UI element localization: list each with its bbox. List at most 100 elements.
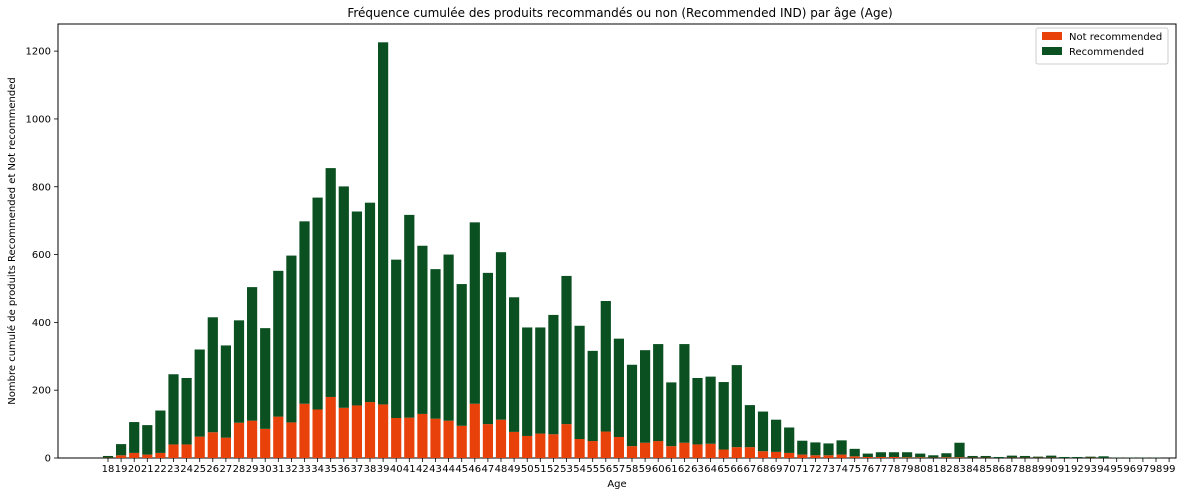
bar-not-recommended-77 xyxy=(875,456,886,458)
x-tick-label: 96 xyxy=(1123,464,1136,475)
x-tick-label: 68 xyxy=(757,464,770,475)
x-tick-label: 35 xyxy=(324,464,337,475)
bar-recommended-38 xyxy=(364,202,376,403)
x-tick-label: 67 xyxy=(744,464,757,475)
bar-recommended-69 xyxy=(771,419,782,452)
bar-not-recommended-78 xyxy=(888,456,900,458)
bar-not-recommended-60 xyxy=(653,441,664,458)
bar-recommended-22 xyxy=(155,410,166,453)
legend-swatch-recommended xyxy=(1042,47,1062,55)
x-tick-label: 29 xyxy=(246,464,259,475)
bar-recommended-57 xyxy=(613,338,624,437)
x-tick-label: 97 xyxy=(1137,464,1150,475)
x-axis: 18 19 20 21 22 23 24 25 26 27 28 29 30 31 32 33 34 35 36 37… xyxy=(102,458,1176,475)
x-tick-label: 54 xyxy=(573,464,586,475)
bar-recommended-34 xyxy=(312,197,323,410)
bar-not-recommended-59 xyxy=(640,442,651,458)
bar-recommended-77 xyxy=(875,452,886,457)
x-tick-label: 76 xyxy=(861,464,874,475)
bar-recommended-67 xyxy=(744,405,755,448)
bar-recommended-82 xyxy=(941,453,952,458)
bar-not-recommended-27 xyxy=(220,437,231,458)
bar-recommended-78 xyxy=(888,452,900,457)
x-tick-label: 95 xyxy=(1110,464,1123,475)
x-tick-label: 32 xyxy=(285,464,298,475)
x-tick-label: 86 xyxy=(992,464,1005,475)
bar-not-recommended-44 xyxy=(443,420,454,458)
bar-not-recommended-39 xyxy=(378,404,389,458)
bar-recommended-25 xyxy=(194,349,205,437)
x-tick-label: 77 xyxy=(875,464,888,475)
bar-not-recommended-40 xyxy=(391,417,402,458)
bar-recommended-24 xyxy=(181,377,192,445)
bar-not-recommended-47 xyxy=(482,424,493,458)
bar-recommended-29 xyxy=(247,287,258,421)
x-tick-label: 85 xyxy=(979,464,992,475)
x-tick-label: 79 xyxy=(901,464,914,475)
bar-recommended-54 xyxy=(574,325,585,440)
y-axis: 0 200 400 600 800 1000 1200 xyxy=(26,47,58,465)
bar-recommended-53 xyxy=(561,275,572,425)
bar-not-recommended-82 xyxy=(941,457,952,458)
x-tick-label: 26 xyxy=(206,464,219,475)
bar-recommended-47 xyxy=(482,272,493,425)
bar-recommended-43 xyxy=(430,269,441,419)
x-tick-label: 81 xyxy=(927,464,940,475)
x-tick-label: 57 xyxy=(613,464,626,475)
bar-recommended-42 xyxy=(417,245,428,414)
x-tick-label: 18 xyxy=(102,464,115,475)
bar-not-recommended-70 xyxy=(784,452,795,458)
x-tick-label: 98 xyxy=(1150,464,1163,475)
bar-recommended-74 xyxy=(836,440,847,455)
x-tick-label: 99 xyxy=(1163,464,1176,475)
x-tick-label: 38 xyxy=(364,464,377,475)
x-tick-label: 50 xyxy=(521,464,534,475)
bar-not-recommended-26 xyxy=(207,432,218,458)
x-tick-label: 91 xyxy=(1058,464,1071,475)
x-tick-label: 21 xyxy=(141,464,154,475)
x-tick-label: 47 xyxy=(482,464,495,475)
x-tick-label: 63 xyxy=(691,464,704,475)
x-tick-label: 43 xyxy=(429,464,442,475)
legend-swatch-not-recommended xyxy=(1042,32,1062,40)
x-tick-label: 48 xyxy=(495,464,508,475)
bar-not-recommended-54 xyxy=(574,439,585,458)
bar-recommended-70 xyxy=(784,427,795,453)
x-tick-label: 51 xyxy=(534,464,547,475)
bar-recommended-28 xyxy=(233,320,245,423)
bar-not-recommended-53 xyxy=(561,424,572,458)
bar-recommended-40 xyxy=(391,259,402,418)
x-tick-label: 84 xyxy=(966,464,979,475)
bar-recommended-88 xyxy=(1019,455,1031,458)
bar-recommended-48 xyxy=(495,252,507,420)
bar-recommended-52 xyxy=(548,314,559,435)
x-tick-label: 45 xyxy=(455,464,468,475)
bar-recommended-81 xyxy=(928,455,939,458)
bar-recommended-59 xyxy=(640,350,651,443)
y-tick-label: 0 xyxy=(45,454,51,465)
bar-not-recommended-74 xyxy=(836,454,847,458)
bar-recommended-64 xyxy=(705,376,716,444)
bar-not-recommended-41 xyxy=(404,417,415,458)
bar-recommended-44 xyxy=(443,254,454,421)
x-tick-label: 46 xyxy=(468,464,481,475)
bar-not-recommended-38 xyxy=(364,402,376,458)
bar-recommended-79 xyxy=(902,452,913,458)
bar-recommended-31 xyxy=(273,270,284,417)
x-tick-label: 56 xyxy=(599,464,612,475)
x-tick-label: 53 xyxy=(560,464,573,475)
bar-recommended-92 xyxy=(1072,456,1083,458)
x-tick-label: 55 xyxy=(586,464,599,475)
bar-not-recommended-75 xyxy=(849,456,860,458)
x-tick-label: 69 xyxy=(770,464,783,475)
bar-not-recommended-71 xyxy=(797,454,808,458)
bar-not-recommended-23 xyxy=(168,444,179,458)
x-tick-label: 73 xyxy=(822,464,835,475)
bar-not-recommended-68 xyxy=(757,451,769,458)
bar-not-recommended-32 xyxy=(286,422,297,458)
x-tick-label: 31 xyxy=(272,464,285,475)
bar-recommended-80 xyxy=(915,453,926,458)
bar-recommended-89 xyxy=(1033,456,1044,458)
x-tick-label: 30 xyxy=(259,464,272,475)
